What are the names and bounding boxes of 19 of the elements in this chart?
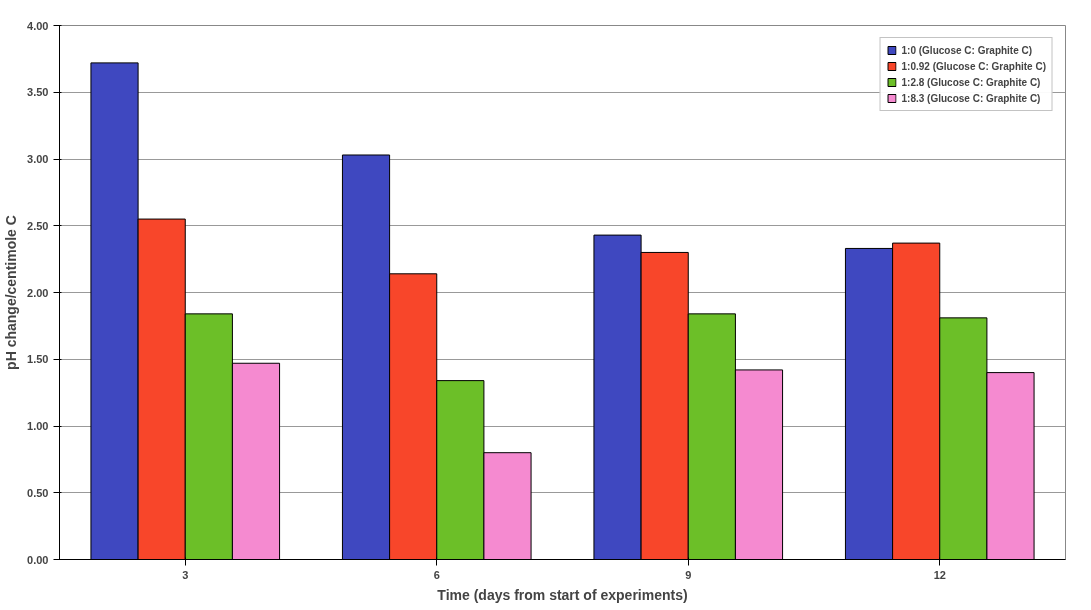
y-tick-label: 0.00 bbox=[27, 553, 49, 566]
legend-label: 1:0 (Glucose C: Graphite C) bbox=[901, 44, 1033, 56]
y-axis-title: pH change/centimole C bbox=[3, 215, 20, 370]
y-tick-label: 3.50 bbox=[27, 86, 49, 99]
y-tick-label: 2.50 bbox=[27, 219, 49, 232]
x-tick-label: 12 bbox=[933, 568, 946, 581]
legend-label: 1:8.3 (Glucose C: Graphite C) bbox=[901, 92, 1041, 104]
y-tick-label: 1.00 bbox=[27, 420, 49, 432]
x-tick-label: 9 bbox=[685, 568, 692, 581]
y-tick-label: 1.50 bbox=[27, 353, 49, 366]
x-tick-label: 6 bbox=[433, 568, 440, 581]
y-tick-label: 4.00 bbox=[27, 19, 49, 32]
x-tick-label: 3 bbox=[182, 568, 189, 581]
y-tick-label: 2.00 bbox=[27, 286, 49, 299]
legend-label: 1:0.92 (Glucose C: Graphite C) bbox=[901, 60, 1046, 72]
x-axis-title: Time (days from start of experiments) bbox=[437, 586, 688, 603]
legend-label: 1:2.8 (Glucose C: Graphite C) bbox=[901, 76, 1041, 88]
y-tick-label: 3.00 bbox=[27, 153, 49, 165]
y-tick-label: 0.50 bbox=[27, 486, 49, 499]
